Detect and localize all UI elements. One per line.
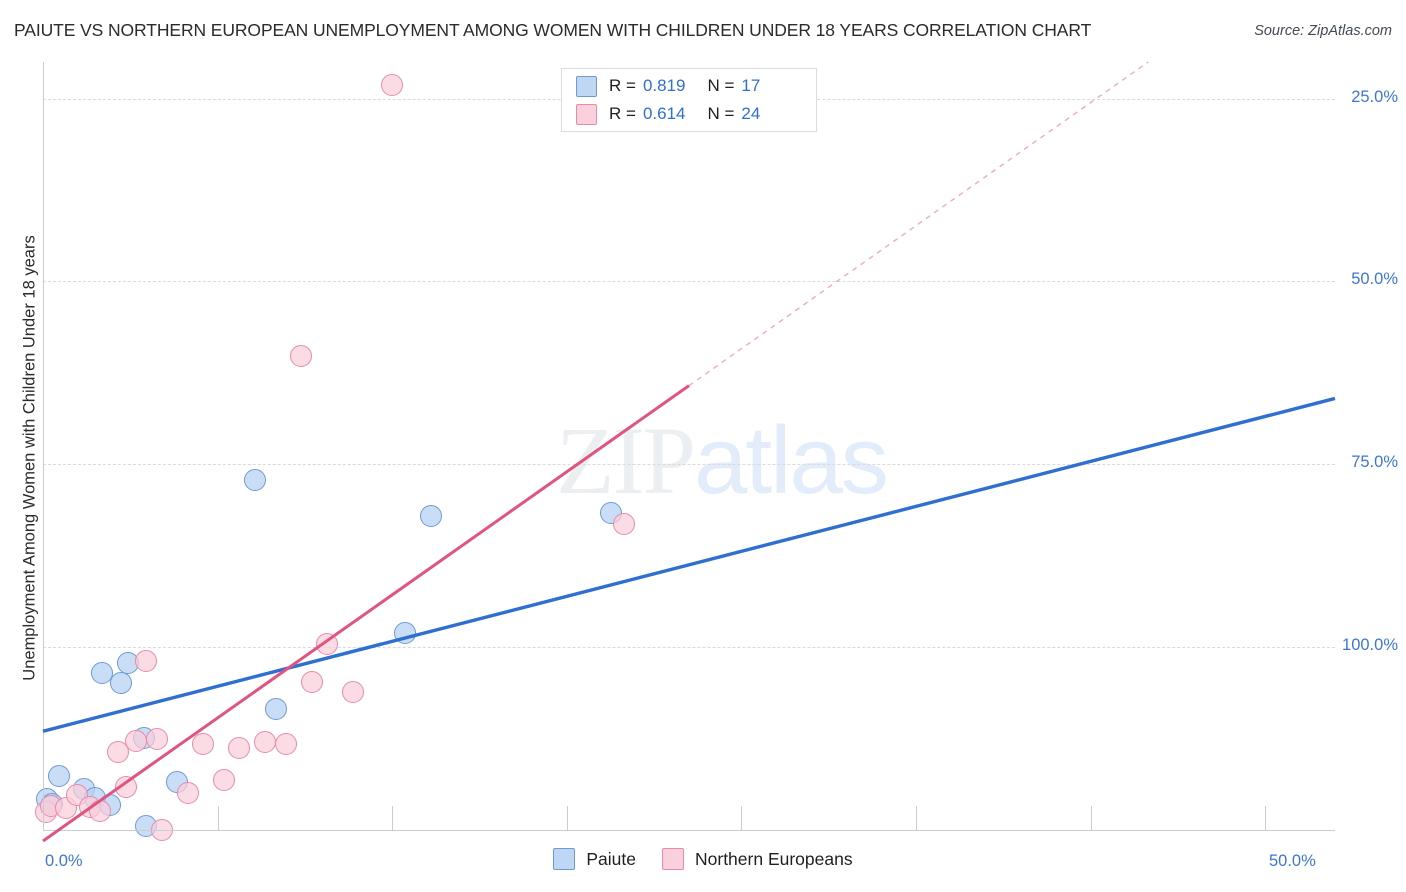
legend-row-northern-europeans: R = 0.614 N = 24: [576, 100, 816, 128]
series-legend-item-paiute[interactable]: Paiute: [553, 848, 636, 870]
gridline: [43, 647, 1335, 649]
source-label: Source: ZipAtlas.com: [1254, 23, 1392, 39]
scatter-point[interactable]: [264, 698, 287, 721]
page-title: PAIUTE VS NORTHERN EUROPEAN UNEMPLOYMENT…: [14, 20, 1092, 40]
scatter-point[interactable]: [114, 775, 137, 798]
x-axis-tick: [915, 806, 917, 830]
series-swatch-paiute: [553, 848, 576, 870]
series-label-paiute: Paiute: [586, 848, 636, 869]
scatter-point[interactable]: [342, 681, 365, 704]
scatter-point[interactable]: [228, 737, 251, 760]
x-axis-tick: [1090, 806, 1092, 830]
correlation-legend: R = 0.819 N = 17 R = 0.614 N = 24: [561, 68, 817, 132]
series-label-northern-europeans: Northern Europeans: [695, 848, 853, 869]
legend-r-value-northern-europeans: 0.614: [642, 104, 686, 123]
scatter-point[interactable]: [274, 733, 297, 756]
y-axis-tick-label: 50.0%: [1351, 270, 1398, 289]
scatter-point[interactable]: [109, 671, 132, 694]
x-axis-tick: [741, 806, 743, 830]
x-axis-line: [43, 830, 1335, 831]
x-axis-tick-label: 0.0%: [45, 852, 83, 870]
scatter-point[interactable]: [393, 621, 416, 644]
scatter-point[interactable]: [316, 633, 339, 656]
scatter-point[interactable]: [419, 505, 442, 528]
x-axis-tick-label: 50.0%: [1269, 852, 1316, 870]
scatter-point[interactable]: [290, 345, 313, 368]
scatter-point[interactable]: [254, 731, 277, 754]
scatter-point[interactable]: [88, 799, 111, 822]
scatter-point[interactable]: [613, 513, 636, 536]
series-legend-item-northern-europeans[interactable]: Northern Europeans: [662, 848, 853, 870]
gridline: [43, 281, 1335, 283]
x-axis-tick: [392, 806, 394, 830]
y-axis-tick-label: 75.0%: [1351, 453, 1398, 472]
legend-n-label-paiute: N =: [707, 76, 735, 95]
series-swatch-northern-europeans: [662, 848, 684, 870]
legend-n-value-paiute: 17: [741, 76, 761, 95]
legend-n-label-northern-europeans: N =: [707, 104, 735, 123]
gridline: [43, 464, 1335, 466]
scatter-point[interactable]: [135, 650, 158, 673]
legend-r-value-paiute: 0.819: [642, 76, 686, 95]
y-axis-title: Unemployment Among Women with Children U…: [20, 234, 39, 681]
scatter-point[interactable]: [212, 769, 235, 792]
legend-r-label-paiute: R =: [609, 76, 636, 95]
scatter-point[interactable]: [192, 732, 215, 755]
series-legend: Paiute Northern Europeans: [0, 848, 1406, 870]
scatter-point[interactable]: [47, 764, 70, 787]
legend-n-value-northern-europeans: 24: [741, 104, 761, 123]
x-axis-tick: [566, 806, 568, 830]
legend-r-label-northern-europeans: R =: [609, 104, 636, 123]
scatter-point[interactable]: [125, 729, 148, 752]
scatter-point[interactable]: [145, 727, 168, 750]
scatter-point[interactable]: [300, 670, 323, 693]
y-axis-line: [43, 62, 44, 830]
y-axis-tick-label: 100.0%: [1342, 636, 1398, 655]
y-axis-title-wrap: Unemployment Among Women with Children U…: [20, 185, 42, 730]
legend-swatch-paiute: [576, 75, 597, 97]
legend-row-paiute: R = 0.819 N = 17: [576, 72, 816, 100]
plot-area: [34, 62, 1335, 841]
scatter-point[interactable]: [380, 74, 403, 97]
legend-swatch-northern-europeans: [576, 103, 597, 125]
x-axis-tick: [1265, 806, 1267, 830]
scatter-point[interactable]: [243, 469, 266, 492]
x-axis-tick: [217, 806, 219, 830]
y-axis-tick-label: 25.0%: [1351, 87, 1398, 106]
scatter-point[interactable]: [176, 782, 199, 805]
